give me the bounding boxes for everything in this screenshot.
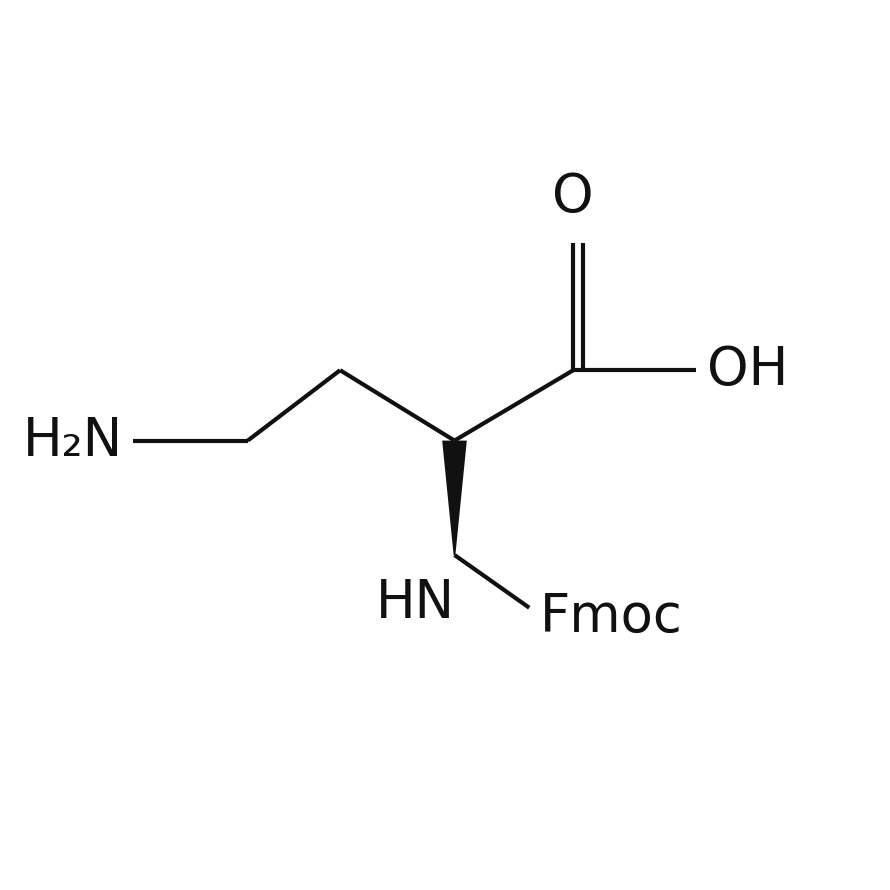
Text: H₂N: H₂N	[22, 415, 123, 466]
Text: O: O	[553, 171, 595, 223]
Text: OH: OH	[707, 344, 789, 396]
Polygon shape	[442, 441, 467, 555]
Text: Fmoc: Fmoc	[540, 591, 683, 643]
Text: HN: HN	[376, 577, 455, 629]
